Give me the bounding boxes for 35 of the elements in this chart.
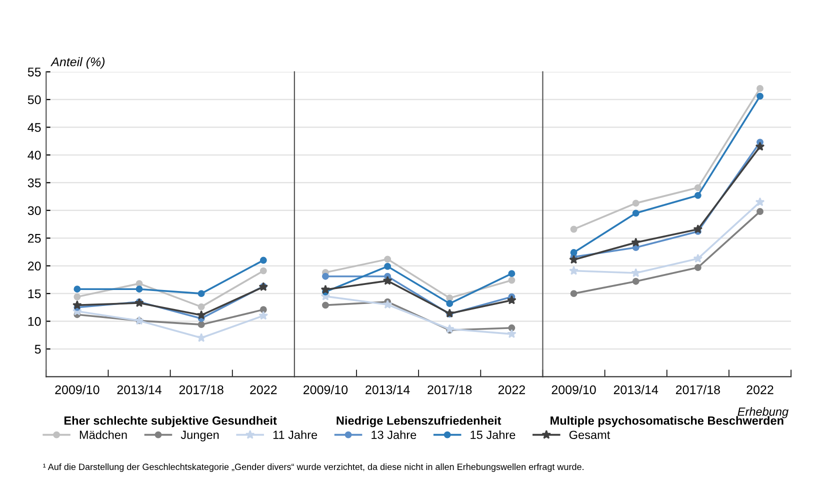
y-tick-label: 40 (28, 150, 41, 160)
y-tick-label: 55 (28, 68, 41, 76)
text: Erhebung (738, 407, 788, 418)
y-tick-label: 15 (28, 289, 41, 298)
x-tick-label: 2013/14 (117, 385, 162, 394)
y-tick-label: 50 (28, 95, 41, 104)
legend-label: Mädchen (80, 430, 127, 440)
y-tick-label: 10 (28, 317, 41, 326)
y-tick-label: 20 (28, 262, 41, 270)
legend-label: Gesamt (569, 430, 610, 440)
x-tick-label: 2022 (498, 385, 525, 394)
x-tick-label: 2013/14 (366, 385, 410, 394)
y-tick-label: 30 (28, 206, 41, 216)
legend-label: 11 Jahre (273, 430, 318, 440)
x-tick-label: 2017/18 (676, 385, 720, 394)
x-tick-label: 2017/18 (179, 385, 224, 394)
text: ¹ Auf die Darstellung der Geschlechtskategorie „Gender divers“ wurde verzichtet, da diese nicht in allen Erhebungswellen erfragt wurde. (43, 463, 584, 472)
legend-label: Jungen (180, 430, 219, 442)
x-tick-label: 2013/14 (614, 385, 658, 394)
x-tick-label: 2009/10 (55, 385, 100, 394)
x-tick-label: 2017/18 (428, 385, 472, 394)
x-tick-label: 2022 (746, 385, 774, 394)
x-tick-label: 2009/10 (552, 385, 596, 394)
x-tick-label: 2009/10 (304, 385, 348, 394)
x-axis-title: Multiple psychosomatische Beschwerden (550, 416, 784, 428)
y-tick-label: 45 (28, 123, 41, 132)
x-tick-label: 2022 (250, 385, 277, 394)
x-axis-title: Niedrige Lebenszufriedenheit (336, 416, 502, 428)
y-tick-label: 5 (34, 344, 41, 354)
y-axis-title: Anteil (%) (50, 57, 105, 69)
legend-label: 13 Jahre (372, 430, 416, 440)
y-tick-label: 25 (28, 234, 41, 243)
legend-label: 15 Jahre (470, 430, 516, 440)
x-axis-title: Eher schlechte subjektive Gesundheit (64, 416, 277, 428)
y-tick-label: 35 (28, 178, 41, 188)
